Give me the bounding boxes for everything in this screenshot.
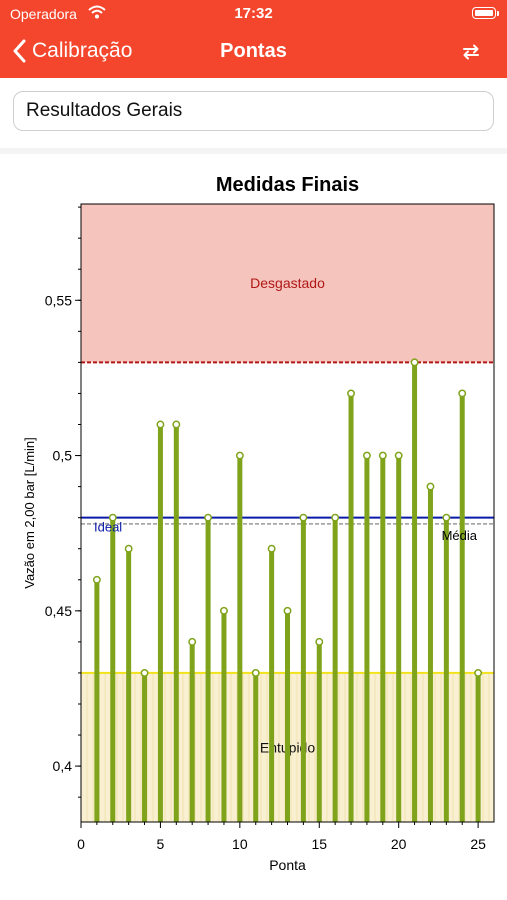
y-tick-label: 0,55 [45,292,72,308]
swap-arrows-icon[interactable] [459,40,483,64]
bar-marker-ponta-15 [315,637,324,646]
band-desgastado [81,204,494,363]
x-axis-label: Ponta [269,857,306,873]
x-tick-label: 25 [470,836,486,852]
divider [0,148,507,154]
navigation-bar: Operadora 17:32 Calibração Pontas [0,0,507,78]
back-label: Calibração [32,39,133,62]
bar-marker-ponta-5 [156,420,165,429]
battery-tip [497,11,499,16]
bar-marker-ponta-12 [267,544,276,553]
bar-marker-ponta-24 [458,389,467,398]
y-tick-label: 0,45 [45,603,72,619]
result-selector[interactable]: Resultados Gerais [13,91,494,131]
bar-marker-ponta-19 [378,451,387,460]
status-bar: Operadora 17:32 [0,0,507,28]
bar-marker-ponta-18 [362,451,371,460]
bar-marker-ponta-4 [140,668,149,677]
wifi-icon [88,5,106,19]
bar-marker-ponta-21 [410,358,419,367]
bar-marker-ponta-13 [283,606,292,615]
page-title: Pontas [220,40,287,62]
bar-marker-ponta-8 [204,513,213,522]
bar-marker-ponta-22 [426,482,435,491]
bar-marker-ponta-16 [331,513,340,522]
bar-marker-ponta-1 [92,575,101,584]
reference-label-media: Média [442,528,478,543]
bar-marker-ponta-14 [299,513,308,522]
bar-marker-ponta-2 [108,513,117,522]
bar-marker-ponta-9 [220,606,228,615]
reference-label-ideal: Ideal [94,520,122,535]
bar-marker-ponta-20 [394,451,403,460]
x-tick-label: 10 [232,836,248,852]
y-tick-label: 0,5 [53,448,73,464]
battery-icon [472,7,496,19]
bar-marker-ponta-17 [347,389,355,398]
chevron-left-icon [13,39,26,63]
bar-marker-ponta-23 [442,513,451,522]
carrier-label: Operadora [10,6,77,22]
bar-marker-ponta-6 [172,420,181,429]
y-tick-label: 0,4 [53,758,73,774]
chart-title: Medidas Finais [216,174,359,196]
back-button[interactable]: Calibração [12,36,132,66]
bar-marker-ponta-7 [188,637,197,646]
bar-marker-ponta-11 [251,668,260,677]
x-tick-label: 20 [391,836,407,852]
x-tick-label: 0 [77,836,85,852]
status-time: 17:32 [234,5,273,22]
bar-marker-ponta-3 [124,544,133,553]
y-axis-label: Vazão em 2,00 bar [L/min] [22,437,37,589]
final-measurements-chart: Medidas FinaisDesgastadoEntupidoIdealMéd… [22,174,495,873]
x-tick-label: 5 [157,836,165,852]
result-selector-value: Resultados Gerais [26,100,183,121]
bar-marker-ponta-25 [474,668,483,677]
bar-marker-ponta-10 [235,451,244,460]
band-label-desgastado: Desgastado [250,275,325,291]
x-tick-label: 15 [311,836,327,852]
